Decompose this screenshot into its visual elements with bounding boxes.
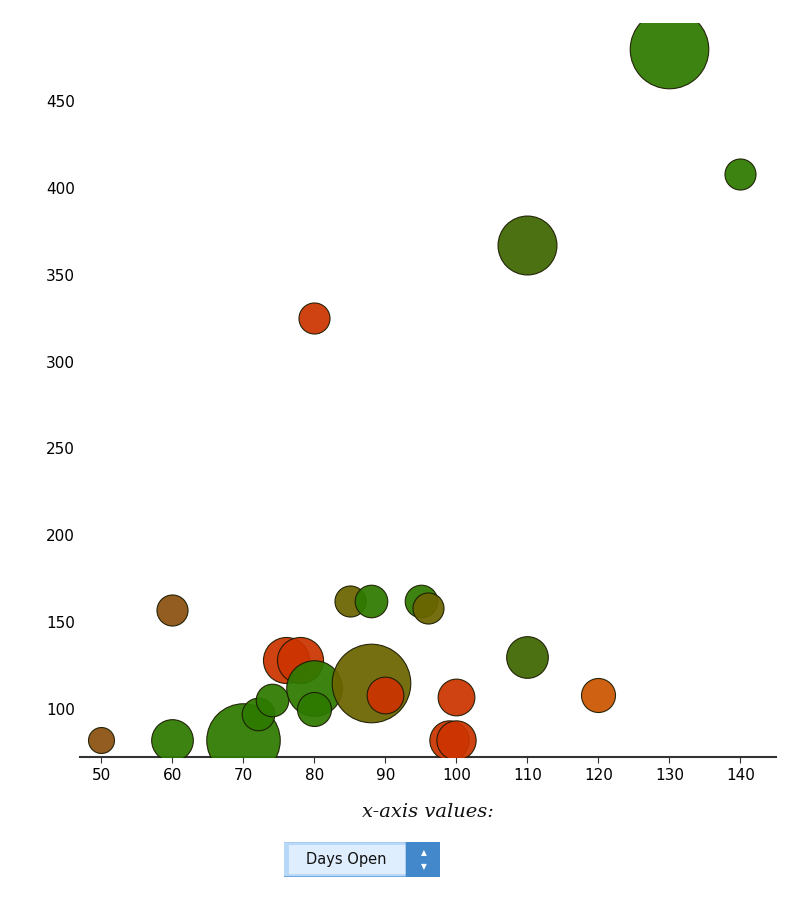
FancyBboxPatch shape xyxy=(406,841,443,878)
Point xyxy=(251,707,264,722)
Point xyxy=(450,733,463,747)
Text: Days Open: Days Open xyxy=(306,852,386,867)
Text: ▼: ▼ xyxy=(421,862,426,871)
Point xyxy=(365,594,378,609)
Text: x-axis values:: x-axis values: xyxy=(362,803,494,822)
Point xyxy=(365,676,378,690)
Point xyxy=(166,602,178,617)
Point xyxy=(308,701,321,716)
Point xyxy=(521,238,534,252)
Point xyxy=(592,688,605,702)
Point xyxy=(521,649,534,664)
Point xyxy=(379,688,392,702)
Text: ▲: ▲ xyxy=(421,848,426,857)
Point xyxy=(95,733,108,747)
Point xyxy=(422,600,434,615)
Point xyxy=(308,680,321,695)
Point xyxy=(166,733,178,747)
Point xyxy=(308,311,321,326)
Point xyxy=(279,653,292,667)
Point xyxy=(734,167,747,182)
Point xyxy=(450,689,463,704)
Point xyxy=(237,733,250,747)
Point xyxy=(443,733,456,747)
Point xyxy=(343,594,356,609)
Point xyxy=(414,594,427,609)
Point xyxy=(663,41,676,56)
Point xyxy=(294,653,306,667)
FancyBboxPatch shape xyxy=(289,845,406,874)
FancyBboxPatch shape xyxy=(278,840,446,879)
Point xyxy=(266,693,278,708)
